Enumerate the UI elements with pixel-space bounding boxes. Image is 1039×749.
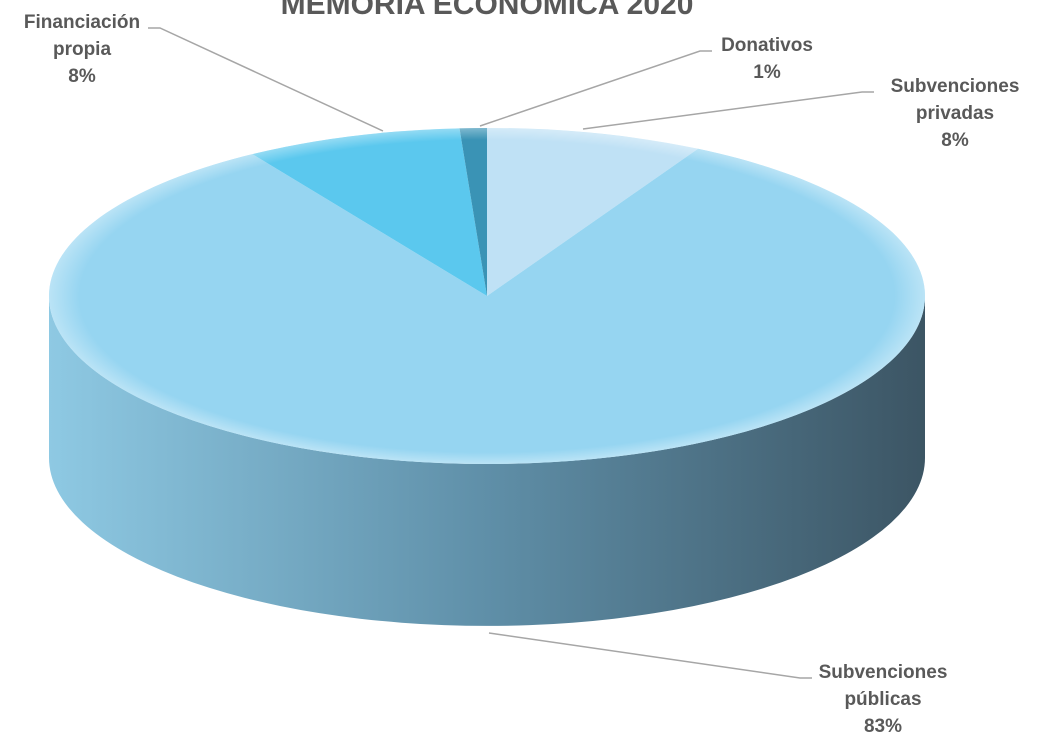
leader-line-3	[479, 50, 712, 127]
slice-label-2: Financiación propia 8%	[24, 12, 140, 87]
slice-label-3: Donativos 1%	[721, 35, 813, 83]
pie-side-wall	[49, 296, 925, 626]
slice-name-line: propia	[53, 39, 111, 60]
slice-percent: 8%	[941, 130, 969, 151]
slice-label-0: Subvenciones privadas 8%	[891, 76, 1020, 151]
slice-name-line: Donativos	[721, 35, 813, 56]
slice-percent: 1%	[753, 62, 781, 83]
slice-name-line: Subvenciones	[891, 76, 1020, 97]
leader-line-1	[488, 632, 812, 679]
slice-percent: 83%	[864, 716, 902, 737]
leader-line-0	[582, 91, 874, 130]
slice-labels: Subvenciones privadas 8% Subvenciones públic…	[24, 12, 1019, 737]
slice-name-line: públicas	[844, 689, 921, 710]
slice-name-line: Financiación	[24, 12, 140, 33]
slice-percent: 8%	[68, 66, 96, 87]
pie-top-face	[48, 128, 925, 465]
slice-name-line: Subvenciones	[819, 662, 948, 683]
slice-label-1: Subvenciones públicas 83%	[819, 662, 948, 737]
slice-name-line: privadas	[916, 103, 994, 124]
pie-rim-highlight	[49, 128, 925, 464]
leader-line-2	[148, 27, 384, 132]
chart-title: MEMORIA ECONÓMICA 2020	[281, 0, 694, 21]
pie-side-band	[49, 296, 925, 626]
leader-lines	[148, 27, 874, 679]
